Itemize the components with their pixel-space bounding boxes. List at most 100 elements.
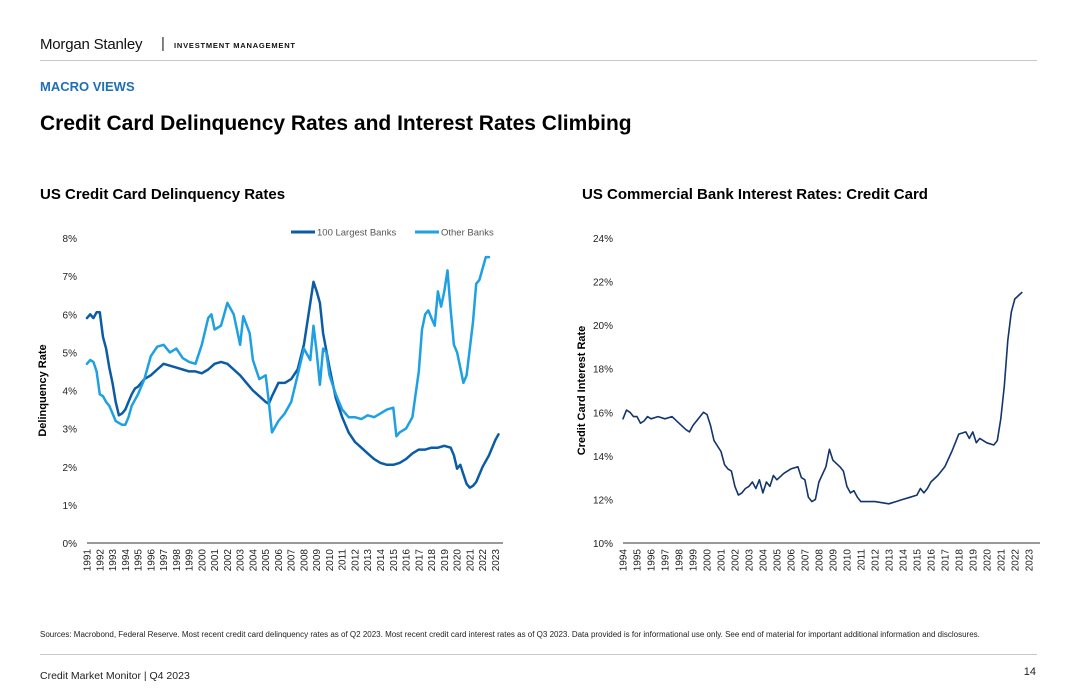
section-label: MACRO VIEWS xyxy=(40,79,135,94)
x-tick-label: 1997 xyxy=(660,549,671,572)
x-tick-label: 1998 xyxy=(674,549,685,572)
header: Morgan Stanley | INVESTMENT MANAGEMENT xyxy=(40,34,1037,61)
y-tick-label: 24% xyxy=(593,234,613,245)
x-tick-label: 2002 xyxy=(730,549,741,572)
x-tick-label: 2013 xyxy=(363,549,374,572)
x-tick-label: 1995 xyxy=(134,549,145,572)
x-tick-label: 1996 xyxy=(146,549,157,572)
brand-separator: | xyxy=(161,35,165,52)
x-tick-label: 1994 xyxy=(121,549,132,572)
footer-divider xyxy=(40,654,1037,655)
x-tick-label: 2003 xyxy=(744,549,755,572)
x-tick-label: 2023 xyxy=(491,549,502,572)
y-tick-label: 8% xyxy=(63,234,78,245)
x-tick-label: 2009 xyxy=(828,549,839,572)
x-tick-label: 2005 xyxy=(261,549,272,572)
x-tick-label: 1999 xyxy=(688,549,699,572)
x-tick-label: 2011 xyxy=(338,549,349,571)
x-tick-label: 1996 xyxy=(646,549,657,572)
x-tick-label: 2013 xyxy=(884,549,895,572)
x-tick-label: 2008 xyxy=(814,549,825,572)
chart-title-interest: US Commercial Bank Interest Rates: Credi… xyxy=(582,186,928,203)
x-tick-label: 2020 xyxy=(453,549,464,572)
x-tick-label: 2018 xyxy=(427,549,438,572)
legend-label: 100 Largest Banks xyxy=(317,228,396,239)
sources-note: Sources: Macrobond, Federal Reserve. Mos… xyxy=(40,630,980,639)
x-tick-label: 2012 xyxy=(870,549,881,572)
x-tick-label: 2006 xyxy=(274,549,285,572)
interest-rate-chart: 10% 12% 14% 16% 18% 20% 22% 24% 1994 1995 1996 1997… xyxy=(576,234,1040,572)
y-tick-label: 0% xyxy=(63,539,78,550)
y-tick-label: 4% xyxy=(63,387,78,398)
legend-label: Other Banks xyxy=(441,228,494,239)
x-tick-label: 2014 xyxy=(376,549,387,572)
y-tick-label: 2% xyxy=(63,463,78,474)
x-tick-label: 2000 xyxy=(702,549,713,572)
brand-logo: Morgan Stanley xyxy=(40,36,143,53)
x-tick-label: 2022 xyxy=(478,549,489,572)
y-tick-label: 20% xyxy=(593,321,613,332)
x-tick-label: 2000 xyxy=(197,549,208,572)
x-tick-label: 2019 xyxy=(968,549,979,572)
x-tick-label: 2010 xyxy=(842,549,853,572)
x-tick-label: 2001 xyxy=(210,549,221,572)
x-tick-label: 2021 xyxy=(465,549,476,572)
x-tick-label: 1991 xyxy=(83,549,94,572)
chart-title-delinquency: US Credit Card Delinquency Rates xyxy=(40,186,286,203)
delinquency-chart: 0%1%2%3%4%5%6%7%8%1991 1992 1993 1994 1995 19… xyxy=(37,228,503,572)
page-title: Credit Card Delinquency Rates and Intere… xyxy=(40,112,632,135)
x-tick-label: 2014 xyxy=(898,549,909,572)
y-axis-label: Delinquency Rate xyxy=(37,344,49,436)
series-line-100-largest-banks xyxy=(85,280,500,489)
x-tick-label: 2017 xyxy=(414,549,425,572)
x-tick-label: 2010 xyxy=(325,549,336,572)
footer-text: Credit Market Monitor | Q4 2023 xyxy=(40,670,190,682)
x-tick-label: 2007 xyxy=(800,549,811,572)
x-tick-label: 1998 xyxy=(172,549,183,572)
x-tick-label: 2007 xyxy=(287,549,298,572)
y-tick-label: 5% xyxy=(63,348,78,359)
x-tick-label: 2016 xyxy=(926,549,937,572)
x-tick-label: 1995 xyxy=(632,549,643,572)
x-tick-label: 2009 xyxy=(312,549,323,572)
x-tick-label: 2011 xyxy=(856,549,867,571)
page-number: 14 xyxy=(1023,666,1036,678)
x-tick-label: 2021 xyxy=(996,549,1007,572)
x-tick-label: 2003 xyxy=(236,549,247,572)
x-tick-label: 2006 xyxy=(786,549,797,572)
x-tick-label: 2017 xyxy=(940,549,951,572)
y-tick-label: 6% xyxy=(63,310,78,321)
y-tick-label: 3% xyxy=(63,425,78,436)
x-tick-label: 2023 xyxy=(1024,549,1035,572)
x-tick-label: 2002 xyxy=(223,549,234,572)
y-tick-label: 14% xyxy=(593,452,613,463)
x-tick-label: 2019 xyxy=(440,549,451,572)
y-tick-label: 12% xyxy=(593,495,613,506)
x-tick-label: 1992 xyxy=(95,549,106,572)
x-tick-label: 1997 xyxy=(159,549,170,572)
x-tick-label: 2018 xyxy=(954,549,965,572)
y-tick-label: 7% xyxy=(63,272,78,283)
x-tick-label: 2001 xyxy=(716,549,727,572)
x-tick-label: 1993 xyxy=(108,549,119,572)
y-tick-label: 22% xyxy=(593,278,613,289)
y-tick-label: 1% xyxy=(63,501,78,512)
series-line-interest-rate xyxy=(622,291,1023,505)
x-tick-label: 2015 xyxy=(389,549,400,572)
y-tick-label: 10% xyxy=(593,539,613,550)
brand-subtitle: INVESTMENT MANAGEMENT xyxy=(174,41,296,50)
y-tick-label: 18% xyxy=(593,365,613,376)
x-tick-label: 2012 xyxy=(350,549,361,572)
x-tick-label: 2015 xyxy=(912,549,923,572)
x-tick-label: 1999 xyxy=(185,549,196,572)
x-tick-label: 2020 xyxy=(982,549,993,572)
x-tick-label: 2004 xyxy=(248,549,259,572)
y-axis-label: Credit Card Interest Rate xyxy=(576,326,588,456)
x-tick-label: 2022 xyxy=(1010,549,1021,572)
x-tick-label: 2008 xyxy=(299,549,310,572)
x-tick-label: 2005 xyxy=(772,549,783,572)
x-tick-label: 1994 xyxy=(619,549,630,572)
x-tick-label: 2016 xyxy=(402,549,413,572)
x-tick-label: 2004 xyxy=(758,549,769,572)
y-tick-label: 16% xyxy=(593,408,613,419)
